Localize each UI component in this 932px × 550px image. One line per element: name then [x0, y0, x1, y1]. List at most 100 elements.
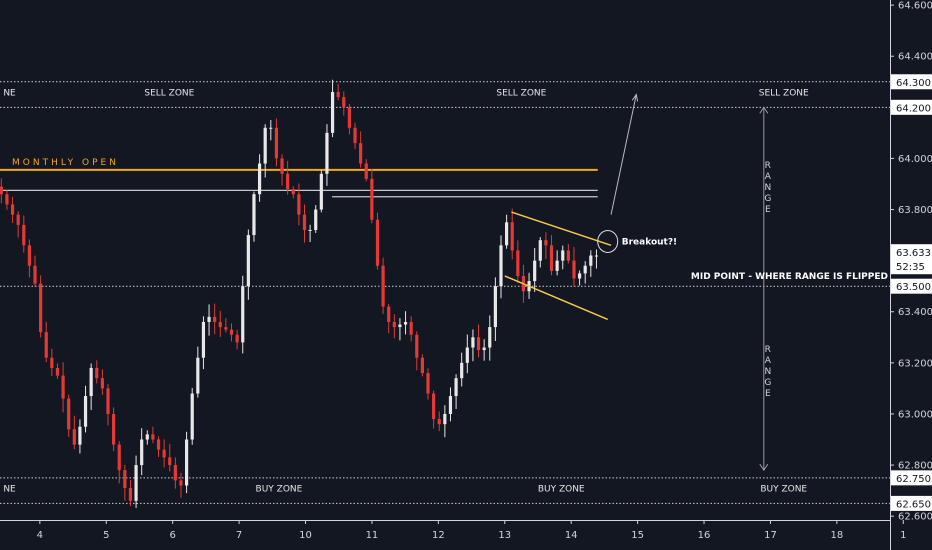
time-tick-label: 1 [900, 530, 906, 541]
candle-body [330, 91, 335, 133]
candle-body [476, 337, 481, 351]
chart-labels: MONTHLY OPEN Breakout?! R A N G E R A N G E SELL ZON… [3, 89, 888, 495]
drawings [504, 93, 769, 472]
candle-body [589, 255, 593, 266]
breakout-label: Breakout?! [622, 237, 677, 247]
candle-body [347, 107, 352, 128]
candle-body [201, 321, 206, 358]
current-price-label: 63.633 [896, 248, 931, 259]
candle-body [50, 357, 54, 368]
time-axis[interactable]: 4 5 6 7 10 11 12 13 14 15 16 17 18 1 [0, 520, 906, 541]
candle-body [353, 127, 357, 144]
candle-body [510, 222, 514, 251]
time-tick-label: 16 [698, 530, 711, 541]
candle-body [235, 334, 239, 343]
time-tick-label: 14 [565, 530, 578, 541]
price-label-bg [891, 470, 932, 486]
candle-body [387, 306, 391, 322]
candle-body [336, 91, 340, 98]
price-label-bg [891, 278, 932, 294]
monthly-open-label: MONTHLY OPEN [12, 158, 119, 168]
candle-body [140, 439, 144, 466]
candle-body [67, 398, 71, 430]
candle-body [257, 163, 262, 195]
range-arrow-head-top [759, 106, 769, 114]
candle-body [156, 439, 161, 450]
price-label: 64.300 [896, 78, 931, 89]
price-label: 64.200 [896, 103, 931, 114]
candle-body [224, 327, 228, 330]
candle-body [44, 332, 48, 358]
price-label-bg [891, 99, 932, 115]
candle-body [566, 250, 570, 261]
channel-upper-line [511, 211, 612, 247]
candle-body [145, 434, 149, 440]
zone-label: BUY ZONE [538, 485, 585, 495]
candle-body [432, 393, 436, 420]
range-arrow-head-bottom [759, 463, 769, 472]
candle-body [448, 396, 453, 414]
candle-body [415, 334, 419, 358]
time-tick-label: 5 [103, 530, 109, 541]
candle-body [33, 265, 37, 284]
candle-body [5, 194, 9, 205]
candle-body [403, 321, 408, 325]
price-tick-label: 64.000 [898, 154, 932, 165]
candle-body [55, 367, 60, 376]
zone-label: SELL ZONE [496, 89, 546, 99]
candle-body [572, 260, 576, 279]
candle-body [123, 470, 127, 489]
price-label: 63.500 [896, 282, 931, 293]
candle-body [454, 378, 458, 397]
candle-body [190, 393, 194, 440]
candle-body [325, 132, 329, 174]
time-tick-label: 10 [299, 530, 312, 541]
breakout-circle [597, 229, 619, 253]
candle-body [443, 413, 447, 425]
projection-arrow-head [631, 93, 639, 102]
channel-lower-line [504, 275, 609, 321]
candle-body [364, 163, 368, 179]
candle-body [112, 413, 116, 445]
price-axis[interactable]: 64.60064.40064.20064.00063.80063.60063.4… [890, 0, 932, 550]
candle-body [549, 245, 554, 271]
price-tick-label: 63.200 [898, 358, 932, 369]
candle-body [538, 240, 542, 261]
candle-body [302, 214, 307, 230]
candle-body [274, 127, 279, 159]
candle-body [106, 388, 110, 414]
candle-body [78, 426, 82, 445]
candle-body [196, 357, 200, 394]
candle-body [162, 449, 166, 458]
midpoint-label: MID POINT - WHERE RANGE IS FLIPPED [691, 272, 888, 282]
price-tick-label: 62.800 [898, 461, 932, 472]
candle-body [583, 265, 587, 274]
time-tick-label: 11 [366, 530, 379, 541]
candle-body [437, 419, 441, 425]
candle-body [426, 373, 430, 394]
time-tick-label: 18 [830, 530, 843, 541]
candle-body [594, 255, 599, 257]
candle-body [89, 367, 93, 397]
horizontal-levels [0, 81, 890, 504]
candle-body [83, 396, 88, 427]
candle-body [246, 235, 250, 287]
candle-body [420, 357, 424, 374]
candle-body [229, 329, 234, 335]
candle-body [499, 245, 503, 287]
zone-label: SELL ZONE [144, 89, 194, 99]
candle-body [168, 457, 172, 466]
candle-body [493, 286, 497, 328]
candle-body [263, 127, 267, 164]
candle-body [10, 204, 15, 215]
candle-body [398, 324, 402, 328]
candle-body [342, 97, 346, 108]
price-tick-label: 63.800 [898, 205, 932, 216]
candle-body [409, 321, 413, 335]
